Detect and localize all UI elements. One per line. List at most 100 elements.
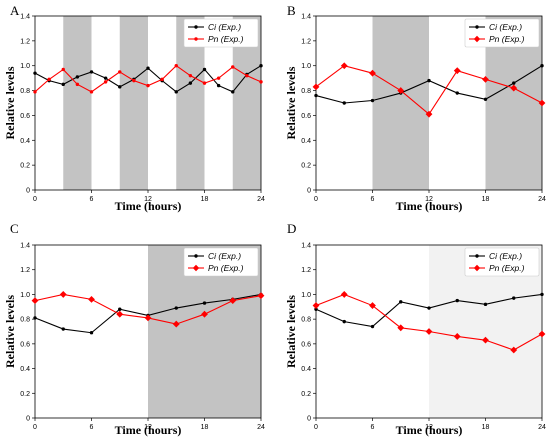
data-point-ci xyxy=(75,75,80,79)
legend-marker-ci xyxy=(194,25,198,29)
y-tick-label: 1.2 xyxy=(20,38,30,45)
y-tick-label: 1.4 xyxy=(301,243,311,250)
data-point-ci xyxy=(370,324,375,329)
legend-box xyxy=(183,18,259,48)
chart-panel-d: 0 0.2 0.4 0.6 0.8 1.0 1.2 1.4 0 6 12 18 24 Time (hour… xyxy=(284,221,546,437)
y-tick-label: 0.6 xyxy=(20,341,30,348)
y-tick-label: 1.4 xyxy=(20,243,30,250)
data-point-pn xyxy=(144,314,152,322)
panel-letter: B xyxy=(287,3,296,18)
data-point-pn xyxy=(369,69,376,77)
legend-marker-ci xyxy=(194,254,198,258)
data-point-ci xyxy=(118,85,122,89)
data-point-pn xyxy=(510,346,518,354)
y-tick-label: 0.2 xyxy=(20,163,30,170)
data-point-pn xyxy=(172,320,180,328)
x-axis-label: Time (hours) xyxy=(115,199,182,213)
y-tick-label: 1.2 xyxy=(20,267,30,274)
legend-label-suffix: (Exp.) xyxy=(499,263,524,273)
data-point-pn xyxy=(425,110,433,118)
data-point-ci xyxy=(174,90,178,94)
data-point-pn xyxy=(31,297,39,305)
legend-label-ci: Ci (Exp.) xyxy=(489,251,522,261)
data-point-pn xyxy=(397,324,405,332)
y-tick-label: 1.0 xyxy=(20,292,30,299)
data-point-ci xyxy=(427,306,431,310)
data-point-ci xyxy=(216,83,221,88)
y-tick-label: 0.6 xyxy=(301,113,311,120)
data-point-pn xyxy=(538,99,546,107)
x-tick-label: 18 xyxy=(201,196,209,203)
data-point-ci xyxy=(231,90,235,94)
legend-marker-ci xyxy=(475,254,479,258)
legend-label-suffix: (Exp.) xyxy=(499,34,524,44)
data-point-ci xyxy=(342,319,346,324)
y-tick-label: 1.0 xyxy=(301,292,311,299)
data-point-ci xyxy=(146,66,150,70)
data-point-ci xyxy=(89,70,94,74)
data-point-ci xyxy=(61,82,65,87)
y-tick-label: 0 xyxy=(307,416,311,423)
legend-marker-pn xyxy=(473,264,481,272)
data-point-pn xyxy=(202,81,207,85)
data-point-ci xyxy=(483,97,488,101)
y-tick-label: 0.2 xyxy=(20,391,30,398)
x-tick-label: 6 xyxy=(371,196,375,203)
data-point-pn xyxy=(245,73,249,78)
data-point-pn xyxy=(75,82,80,87)
data-point-ci xyxy=(118,307,122,311)
x-tick-label: 12 xyxy=(425,424,433,431)
data-point-ci xyxy=(33,71,37,75)
x-tick-label: 6 xyxy=(90,424,94,431)
legend-label-ci: Ci (Exp.) xyxy=(208,251,241,261)
data-point-pn xyxy=(425,328,433,335)
legend-label-ci: Ci (Exp.) xyxy=(489,22,522,32)
y-tick-label: 0.2 xyxy=(301,391,311,398)
legend-label-name: Pn xyxy=(208,34,219,44)
data-point-pn xyxy=(482,75,489,83)
shaded-region xyxy=(372,16,429,190)
x-tick-label: 24 xyxy=(257,424,265,431)
y-tick-label: 0.4 xyxy=(20,138,30,145)
legend: Ci (Exp.) Pn (Exp.) xyxy=(464,18,540,48)
data-point-pn xyxy=(188,73,193,78)
legend-label-pn: Pn (Exp.) xyxy=(489,34,525,44)
data-point-ci xyxy=(259,64,263,68)
x-tick-label: 0 xyxy=(33,424,37,431)
chart-panel-c: 0 0.2 0.4 0.6 0.8 1.0 1.2 1.4 0 6 12 18 24 Time (hour… xyxy=(3,221,265,437)
x-tick-label: 0 xyxy=(314,424,318,431)
panel-letter: D xyxy=(287,221,296,236)
y-tick-label: 0 xyxy=(26,188,30,195)
x-tick-label: 6 xyxy=(371,424,375,431)
data-point-ci xyxy=(103,76,108,80)
x-tick-label: 18 xyxy=(482,424,490,431)
legend-label-pn: Pn (Exp.) xyxy=(208,263,244,273)
y-tick-label: 0.6 xyxy=(20,113,30,120)
x-tick-label: 0 xyxy=(314,196,318,203)
chart-panel-b: 0 0.2 0.4 0.6 0.8 1.0 1.2 1.4 0 6 12 18 24 Time (hour… xyxy=(284,3,546,213)
x-tick-label: 12 xyxy=(144,196,152,203)
data-point-pn xyxy=(61,67,65,72)
data-point-ci xyxy=(483,302,488,307)
y-tick-label: 0.8 xyxy=(301,317,311,324)
y-tick-label: 0 xyxy=(26,416,30,423)
data-point-ci xyxy=(174,306,178,310)
data-point-ci xyxy=(202,301,207,305)
legend-label-suffix: (Exp.) xyxy=(497,22,522,32)
legend: Ci (Exp.) Pn (Exp.) xyxy=(183,247,259,277)
legend: Ci (Exp.)Pn (Exp.) xyxy=(183,18,259,48)
data-point-pn xyxy=(312,302,320,309)
y-tick-label: 0.8 xyxy=(20,88,30,95)
legend-label-suffix: (Exp.) xyxy=(218,263,243,273)
panel-letter: A xyxy=(10,3,20,18)
panel-letter: C xyxy=(10,221,19,236)
y-axis-label: Relative levels xyxy=(3,295,17,368)
x-tick-label: 6 xyxy=(90,196,94,203)
data-point-ci xyxy=(33,316,37,320)
data-point-pn xyxy=(231,65,235,69)
chart-panel-a: 0 0.2 0.4 0.6 0.8 1.0 1.2 1.4 0 6 12 18 24 Time (hour… xyxy=(3,3,265,213)
y-tick-label: 0.4 xyxy=(20,366,30,373)
legend-marker-pn xyxy=(192,264,200,272)
data-point-pn xyxy=(201,310,208,318)
